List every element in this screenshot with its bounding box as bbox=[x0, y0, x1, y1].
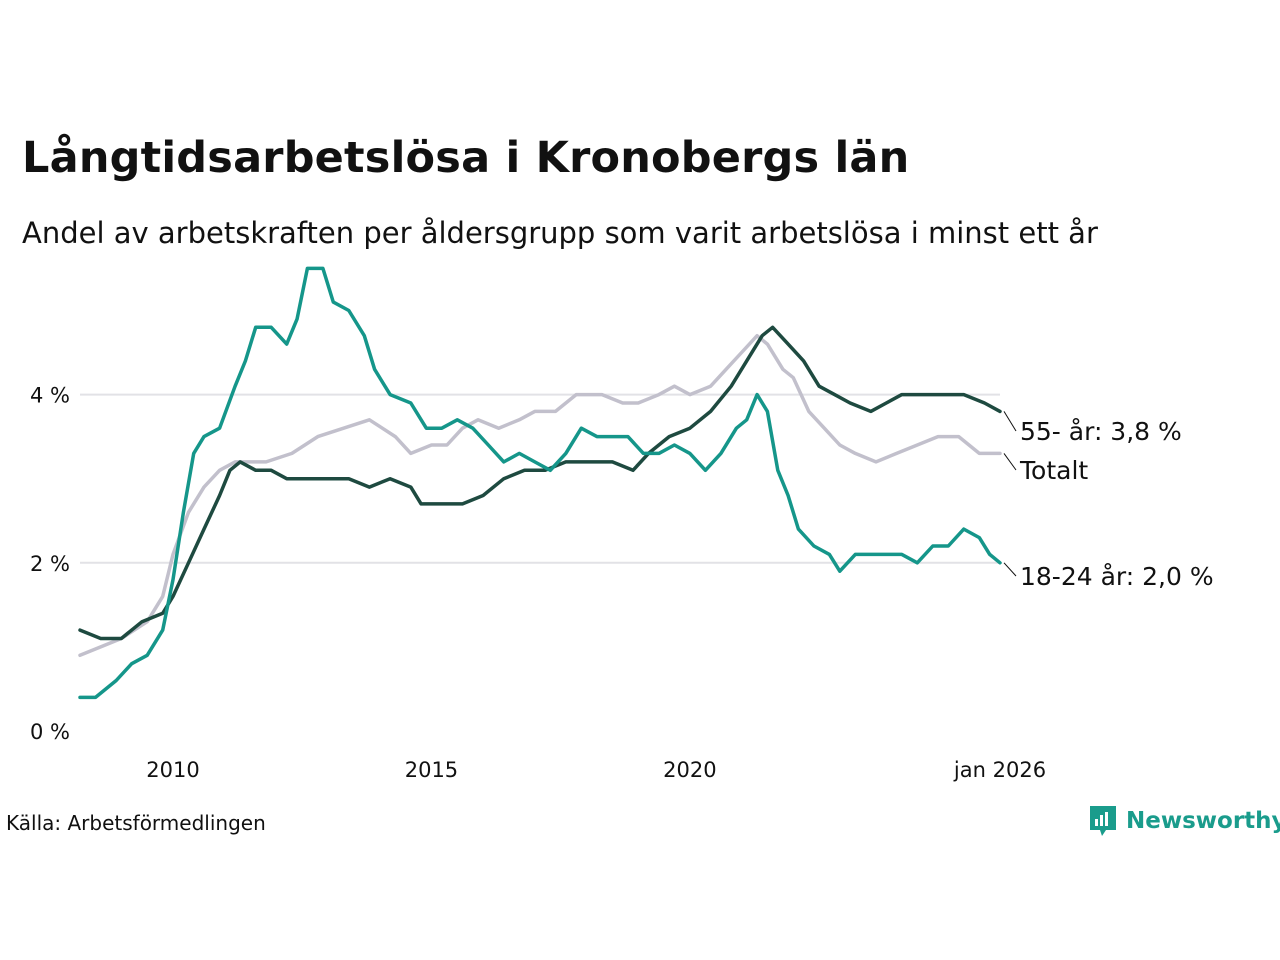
brand-name: Newsworthy bbox=[1126, 808, 1280, 834]
label-leader-line bbox=[1003, 411, 1017, 432]
series-line-total bbox=[78, 333, 1002, 658]
chart-subtitle: Andel av arbetskraften per åldersgrupp s… bbox=[22, 216, 1098, 250]
y-tick-label: 0 % bbox=[30, 720, 70, 744]
series-end-label: 55- år: 3,8 % bbox=[1020, 417, 1182, 446]
series-line-age-18-24 bbox=[78, 266, 1002, 700]
y-axis-ticks: 0 % 2 % 4 % bbox=[30, 384, 70, 744]
x-tick-label: 2010 bbox=[146, 758, 199, 782]
series-lines bbox=[78, 266, 1002, 700]
brand-logo[interactable]: Newsworthy bbox=[1088, 804, 1280, 838]
newsworthy-logo-icon bbox=[1090, 806, 1116, 836]
series-end-labels: Totalt 55- år: 3,8 % 18-24 år: 2,0 % bbox=[1003, 411, 1214, 591]
chart-title: Långtidsarbetslösa i Kronobergs län bbox=[22, 133, 910, 183]
grid-lines bbox=[80, 393, 1000, 564]
y-tick-label: 2 % bbox=[30, 552, 70, 576]
x-tick-label: 2020 bbox=[663, 758, 716, 782]
x-tick-label: 2015 bbox=[405, 758, 458, 782]
series-end-label: 18-24 år: 2,0 % bbox=[1020, 562, 1214, 591]
x-tick-label: jan 2026 bbox=[953, 758, 1046, 782]
source-note: Källa: Arbetsförmedlingen bbox=[6, 811, 266, 835]
x-axis-ticks: 2010 2015 2020 jan 2026 bbox=[146, 758, 1046, 782]
y-tick-label: 4 % bbox=[30, 384, 70, 408]
series-line-age-55-plus bbox=[78, 325, 1002, 641]
label-leader-line bbox=[1003, 453, 1017, 471]
series-end-label: Totalt bbox=[1019, 456, 1088, 485]
label-leader-line bbox=[1003, 562, 1017, 577]
